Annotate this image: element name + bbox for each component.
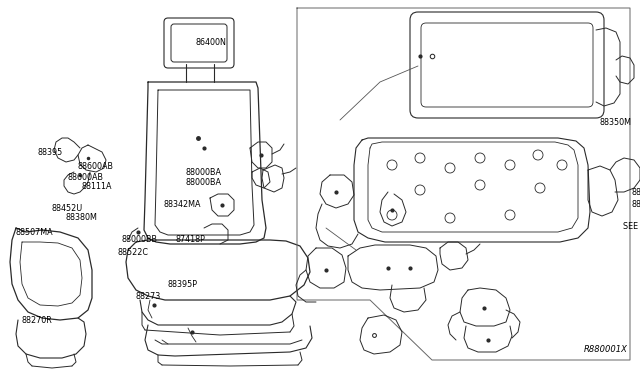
Text: SEE SEC869: SEE SEC869 <box>623 222 640 231</box>
Text: R880001X: R880001X <box>584 345 628 354</box>
Text: 88395P: 88395P <box>168 280 198 289</box>
Text: 88395: 88395 <box>38 148 63 157</box>
FancyBboxPatch shape <box>171 24 227 62</box>
FancyBboxPatch shape <box>410 12 604 118</box>
Text: 88273: 88273 <box>136 292 161 301</box>
FancyBboxPatch shape <box>164 18 234 68</box>
Text: 88600AB: 88600AB <box>78 162 114 171</box>
Text: 88600AB: 88600AB <box>68 173 104 182</box>
Text: 88380M: 88380M <box>66 213 98 222</box>
Text: 88452U: 88452U <box>52 204 83 213</box>
Text: 88000BB: 88000BB <box>122 235 158 244</box>
Text: 88000B: 88000B <box>631 200 640 209</box>
Text: 88111A: 88111A <box>82 182 113 191</box>
Text: 87418P: 87418P <box>176 235 206 244</box>
Text: 86400N: 86400N <box>196 38 227 47</box>
Text: 88270R: 88270R <box>22 316 52 325</box>
Text: 88342MA: 88342MA <box>164 200 202 209</box>
Text: 88522C: 88522C <box>118 248 149 257</box>
Text: 88000BA: 88000BA <box>186 178 222 187</box>
Text: 88000BA: 88000BA <box>631 188 640 197</box>
Text: 88000BA: 88000BA <box>186 168 222 177</box>
Text: 88350M: 88350M <box>599 118 631 127</box>
Text: 88507MA: 88507MA <box>16 228 54 237</box>
FancyBboxPatch shape <box>421 23 593 107</box>
